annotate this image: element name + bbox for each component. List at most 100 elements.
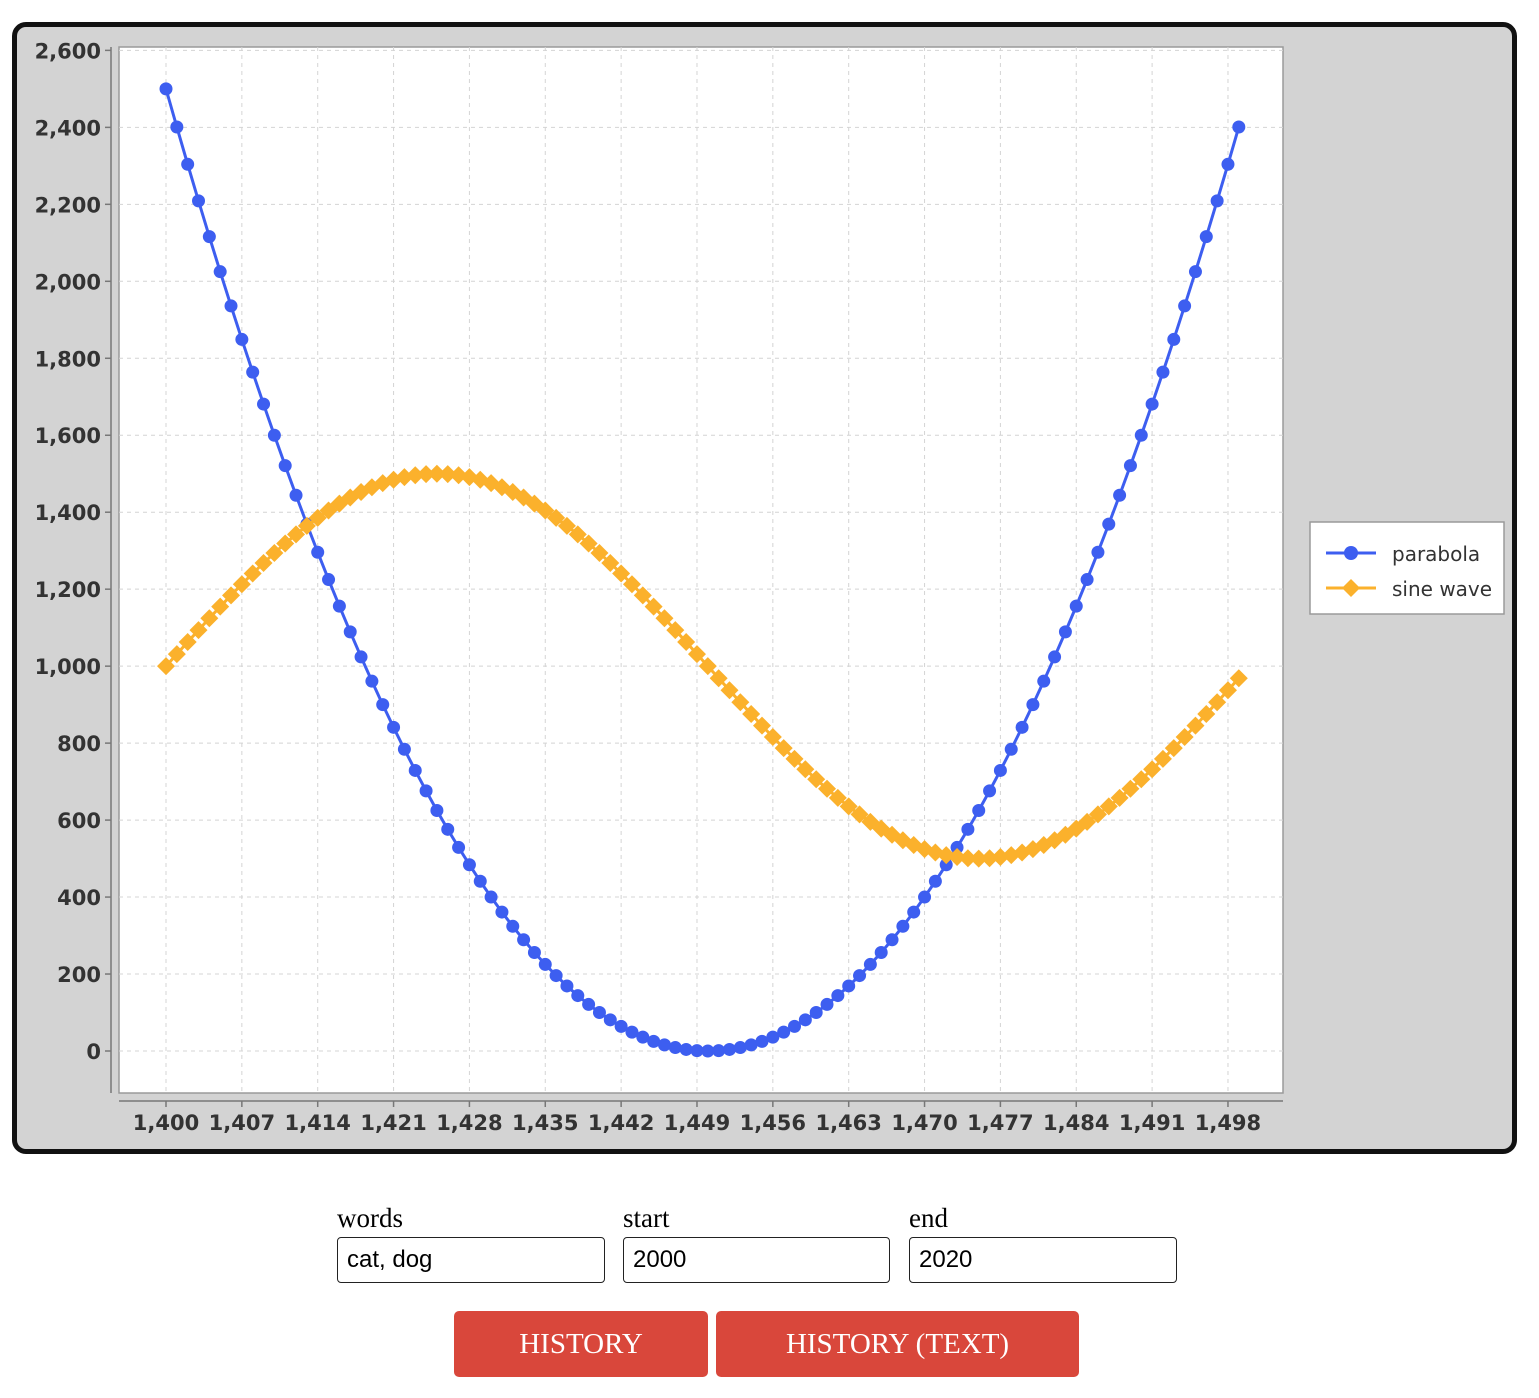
data-point [311,545,325,559]
data-point [1232,120,1246,134]
data-point [701,1044,715,1058]
data-point [332,599,346,613]
data-point [222,586,241,605]
data-point [257,397,271,411]
data-point [419,784,433,798]
data-point [1123,459,1137,473]
data-point [601,554,620,573]
x-tick-label: 1,421 [360,1111,426,1135]
plot-area [118,46,1284,1094]
data-point [1113,488,1127,502]
x-tick-label: 1,463 [815,1111,881,1135]
data-point [1058,625,1072,639]
data-point [733,1041,747,1055]
x-tick-label: 1,435 [512,1111,578,1135]
x-tick-label: 1,414 [284,1111,350,1135]
x-tick-label: 1,477 [967,1111,1033,1135]
data-point [622,575,641,594]
data-point [928,874,942,888]
data-point [322,573,336,587]
data-point [961,822,975,836]
data-point [1197,705,1216,724]
data-point [1164,739,1183,758]
y-tick-label: 2,600 [35,39,101,63]
y-tick-label: 1,400 [35,501,101,525]
data-point [287,525,306,544]
data-point [603,1013,617,1027]
end-input[interactable] [909,1237,1177,1283]
data-point [202,230,216,244]
data-point [265,544,284,563]
data-point [159,82,173,96]
data-point [766,1030,780,1044]
data-point [1091,545,1105,559]
data-point [582,997,596,1011]
data-point [828,788,847,807]
data-point [157,657,175,676]
data-point [354,650,368,664]
data-point [1145,397,1159,411]
y-tick-label: 400 [57,886,101,910]
data-point [698,657,717,676]
data-point [647,1034,661,1048]
data-point [807,770,826,789]
data-point [655,609,674,628]
end-label: end [909,1203,948,1233]
y-tick-label: 2,000 [35,270,101,294]
data-point [1199,230,1213,244]
history-button[interactable]: HISTORY [454,1311,708,1377]
start-label: start [623,1203,670,1233]
y-tick-label: 800 [57,732,101,756]
data-point [1153,749,1172,768]
history-text-button[interactable]: HISTORY (TEXT) [716,1311,1079,1377]
data-point [452,840,466,854]
data-point [536,501,555,520]
data-point [614,1019,628,1033]
data-point [644,597,663,616]
data-point [441,822,455,836]
data-point [687,645,706,664]
data-point [885,933,899,947]
data-point [1078,812,1097,831]
x-tick-label: 1,456 [740,1111,806,1135]
data-point [712,1044,726,1058]
data-point [1178,299,1192,313]
legend-box [1309,521,1505,615]
x-tick-label: 1,491 [1119,1111,1185,1135]
words-input[interactable] [337,1237,605,1283]
data-point [1218,681,1237,700]
data-point [831,989,845,1003]
data-point [1099,797,1118,816]
start-input[interactable] [623,1237,890,1283]
data-point [777,1025,791,1039]
data-point [406,466,425,485]
data-point [276,534,295,553]
data-point [167,645,186,664]
y-tick-label: 2,400 [35,116,101,140]
data-point [1132,770,1151,789]
data-point [679,1042,693,1056]
data-point [376,698,390,712]
data-point [742,705,761,724]
data-point [224,299,238,313]
x-tick-label: 1,470 [891,1111,957,1135]
data-point [690,1044,704,1058]
y-tick-label: 1,600 [35,424,101,448]
data-point [993,763,1007,777]
data-point [571,989,585,1003]
data-point [200,609,219,628]
data-point [1121,779,1140,798]
data-point [557,516,576,535]
data-point [1088,805,1107,824]
data-point [972,803,986,817]
data-point [560,979,574,993]
data-point [850,805,869,824]
data-point [365,674,379,688]
chart-panel: 1,400 1,407 1,414 1,421 1,428 1,435 1,442 1,449… [12,22,1517,1154]
data-point [254,554,273,573]
data-point [579,534,598,553]
x-tick-label: 1,449 [664,1111,730,1135]
y-tick-label: 1,000 [35,655,101,679]
y-tick-label: 200 [57,963,101,987]
data-point [1048,650,1062,664]
